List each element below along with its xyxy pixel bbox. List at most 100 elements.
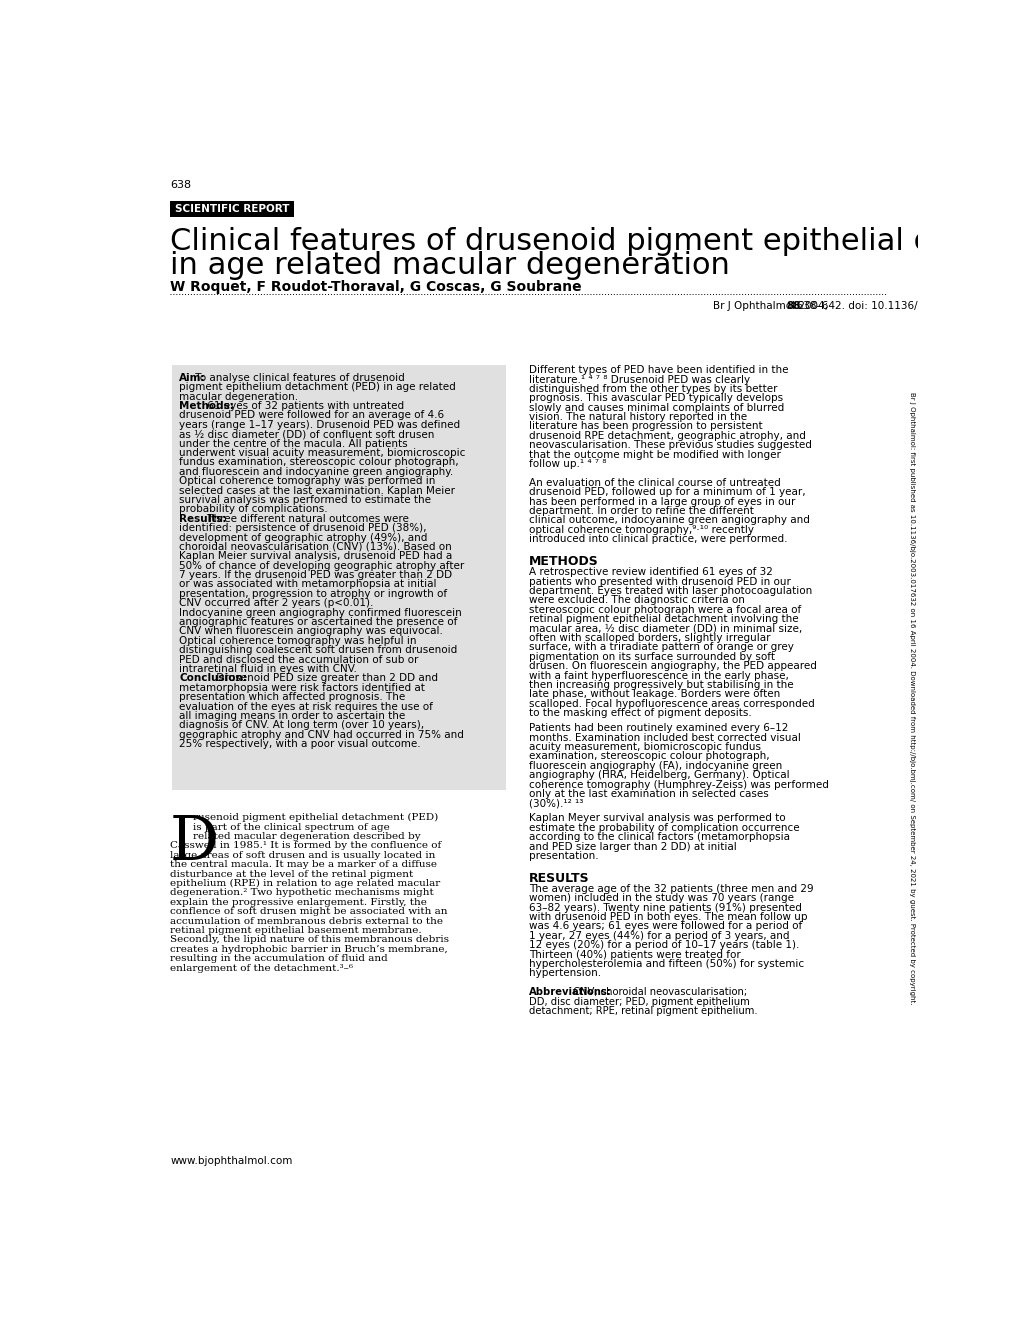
Text: geographic atrophy and CNV had occurred in 75% and: geographic atrophy and CNV had occurred … bbox=[179, 730, 464, 740]
Text: follow up.¹ ⁴ ⁷ ⁸: follow up.¹ ⁴ ⁷ ⁸ bbox=[529, 459, 606, 470]
Text: hypertension.: hypertension. bbox=[529, 968, 600, 979]
Text: Kaplan Meyer survival analysis was performed to: Kaplan Meyer survival analysis was perfo… bbox=[529, 814, 785, 823]
Text: CNV when fluorescein angiography was equivocal.: CNV when fluorescein angiography was equ… bbox=[179, 627, 443, 636]
Text: then increasing progressively but stabilising in the: then increasing progressively but stabil… bbox=[529, 680, 793, 689]
Text: Abbreviations:: Abbreviations: bbox=[529, 987, 611, 998]
Text: diagnosis of CNV. At long term (over 10 years),: diagnosis of CNV. At long term (over 10 … bbox=[179, 721, 424, 730]
Text: 25% respectively, with a poor visual outcome.: 25% respectively, with a poor visual out… bbox=[179, 740, 421, 749]
Text: conflence of soft drusen might be associated with an: conflence of soft drusen might be associ… bbox=[170, 908, 447, 917]
Text: and PED size larger than 2 DD) at initial: and PED size larger than 2 DD) at initia… bbox=[529, 841, 736, 852]
Text: development of geographic atrophy (49%), and: development of geographic atrophy (49%),… bbox=[179, 533, 427, 542]
Text: presentation which affected prognosis. The: presentation which affected prognosis. T… bbox=[179, 692, 406, 703]
Text: neovascularisation. These previous studies suggested: neovascularisation. These previous studi… bbox=[529, 441, 811, 450]
Text: clinical outcome, indocyanine green angiography and: clinical outcome, indocyanine green angi… bbox=[529, 516, 809, 525]
Text: Drusenoid PED size greater than 2 DD and: Drusenoid PED size greater than 2 DD and bbox=[213, 673, 437, 684]
Text: drusenoid PED were followed for an average of 4.6: drusenoid PED were followed for an avera… bbox=[179, 410, 444, 421]
Text: choroidal neovascularisation (CNV) (13%). Based on: choroidal neovascularisation (CNV) (13%)… bbox=[179, 542, 451, 552]
Text: that the outcome might be modified with longer: that the outcome might be modified with … bbox=[529, 450, 781, 459]
Text: angiography (HRA, Heidelberg, Germany). Optical: angiography (HRA, Heidelberg, Germany). … bbox=[529, 770, 789, 781]
Text: women) included in the study was 70 years (range: women) included in the study was 70 year… bbox=[529, 893, 793, 904]
Text: pigment epithelium detachment (PED) in age related: pigment epithelium detachment (PED) in a… bbox=[179, 382, 455, 392]
Bar bbox=[170, 201, 293, 217]
Text: intraretinal fluid in eyes with CNV.: intraretinal fluid in eyes with CNV. bbox=[179, 664, 357, 673]
Text: has been performed in a large group of eyes in our: has been performed in a large group of e… bbox=[529, 496, 795, 507]
Text: Methods:: Methods: bbox=[179, 401, 234, 411]
Text: examination, stereoscopic colour photograph,: examination, stereoscopic colour photogr… bbox=[529, 751, 768, 761]
Text: detachment; RPE, retinal pigment epithelium.: detachment; RPE, retinal pigment epithel… bbox=[529, 1005, 757, 1016]
Text: or was associated with metamorphopsia at initial: or was associated with metamorphopsia at… bbox=[179, 579, 436, 590]
Text: months. Examination included best corrected visual: months. Examination included best correc… bbox=[529, 733, 800, 742]
Text: with a faint hyperfluorescence in the early phase,: with a faint hyperfluorescence in the ea… bbox=[529, 671, 788, 680]
Text: Conclusion:: Conclusion: bbox=[179, 673, 248, 684]
Text: CNV, choroidal neovascularisation;: CNV, choroidal neovascularisation; bbox=[569, 987, 746, 998]
Text: degeneration.² Two hypothetic mechanisms might: degeneration.² Two hypothetic mechanisms… bbox=[170, 889, 433, 897]
Text: An evaluation of the clinical course of untreated: An evaluation of the clinical course of … bbox=[529, 478, 780, 488]
Text: RESULTS: RESULTS bbox=[529, 872, 589, 885]
Text: macular degeneration.: macular degeneration. bbox=[179, 392, 299, 402]
Text: 1 year, 27 eyes (44%) for a period of 3 years, and: 1 year, 27 eyes (44%) for a period of 3 … bbox=[529, 931, 789, 941]
Text: 50% of chance of developing geographic atrophy after: 50% of chance of developing geographic a… bbox=[179, 561, 465, 570]
Text: drusenoid PED, followed up for a minimum of 1 year,: drusenoid PED, followed up for a minimum… bbox=[529, 487, 805, 497]
Text: introduced into clinical practice, were performed.: introduced into clinical practice, were … bbox=[529, 534, 787, 544]
Text: years (range 1–17 years). Drusenoid PED was defined: years (range 1–17 years). Drusenoid PED … bbox=[179, 419, 461, 430]
Text: in age related macular degeneration: in age related macular degeneration bbox=[170, 251, 730, 280]
Text: optical coherence tomography,⁹·¹⁰ recently: optical coherence tomography,⁹·¹⁰ recent… bbox=[529, 525, 753, 534]
Text: The average age of the 32 patients (three men and 29: The average age of the 32 patients (thre… bbox=[529, 884, 813, 894]
Text: scalloped. Focal hypofluorescence areas corresponded: scalloped. Focal hypofluorescence areas … bbox=[529, 699, 814, 709]
Text: drusenoid RPE detachment, geographic atrophy, and: drusenoid RPE detachment, geographic atr… bbox=[529, 431, 805, 441]
Text: fundus examination, stereoscopic colour photograph,: fundus examination, stereoscopic colour … bbox=[179, 458, 459, 467]
Text: and fluorescein and indocyanine green angiography.: and fluorescein and indocyanine green an… bbox=[179, 467, 453, 476]
Text: Casswell in 1985.¹ It is formed by the confluence of: Casswell in 1985.¹ It is formed by the c… bbox=[170, 841, 441, 851]
Text: metamorphopsia were risk factors identified at: metamorphopsia were risk factors identif… bbox=[179, 683, 425, 693]
Text: is part of the clinical spectrum of age: is part of the clinical spectrum of age bbox=[194, 823, 389, 832]
Text: according to the clinical factors (metamorphopsia: according to the clinical factors (metam… bbox=[529, 832, 789, 843]
Text: vision. The natural history reported in the: vision. The natural history reported in … bbox=[529, 411, 746, 422]
Text: disturbance at the level of the retinal pigment: disturbance at the level of the retinal … bbox=[170, 869, 413, 878]
Text: were excluded. The diagnostic criteria on: were excluded. The diagnostic criteria o… bbox=[529, 595, 744, 606]
Text: presentation, progression to atrophy or ingrowth of: presentation, progression to atrophy or … bbox=[179, 589, 447, 599]
Text: METHODS: METHODS bbox=[529, 554, 598, 568]
Text: distinguished from the other types by its better: distinguished from the other types by it… bbox=[529, 384, 776, 394]
Text: patients who presented with drusenoid PED in our: patients who presented with drusenoid PE… bbox=[529, 577, 790, 586]
Text: fluorescein angiography (FA), indocyanine green: fluorescein angiography (FA), indocyanin… bbox=[529, 761, 782, 771]
Text: D: D bbox=[170, 814, 219, 873]
Bar bbox=[171, 365, 505, 790]
Text: 12 eyes (20%) for a period of 10–17 years (table 1).: 12 eyes (20%) for a period of 10–17 year… bbox=[529, 941, 799, 950]
Text: only at the last examination in selected cases: only at the last examination in selected… bbox=[529, 789, 768, 799]
Text: Indocyanine green angiography confirmed fluorescein: Indocyanine green angiography confirmed … bbox=[179, 607, 462, 618]
Text: to the masking effect of pigment deposits.: to the masking effect of pigment deposit… bbox=[529, 708, 751, 718]
Text: 61 eyes of 32 patients with untreated: 61 eyes of 32 patients with untreated bbox=[204, 401, 404, 411]
Text: www.bjophthalmol.com: www.bjophthalmol.com bbox=[170, 1156, 292, 1166]
Text: 7 years. If the drusenoid PED was greater than 2 DD: 7 years. If the drusenoid PED was greate… bbox=[179, 570, 452, 579]
Text: resulting in the accumulation of fluid and: resulting in the accumulation of fluid a… bbox=[170, 954, 387, 963]
Text: (30%).¹² ¹³: (30%).¹² ¹³ bbox=[529, 798, 583, 808]
Text: under the centre of the macula. All patients: under the centre of the macula. All pati… bbox=[179, 439, 408, 448]
Text: 88: 88 bbox=[786, 302, 800, 311]
Text: large areas of soft drusen and is usually located in: large areas of soft drusen and is usuall… bbox=[170, 851, 435, 860]
Text: macular area, ½ disc diameter (DD) in minimal size,: macular area, ½ disc diameter (DD) in mi… bbox=[529, 623, 801, 634]
Text: 63–82 years). Twenty nine patients (91%) presented: 63–82 years). Twenty nine patients (91%)… bbox=[529, 902, 801, 913]
Text: retinal pigment epithelial detachment involving the: retinal pigment epithelial detachment in… bbox=[529, 614, 798, 624]
Text: literature.¹ ⁴ ⁷ ⁸ Drusenoid PED was clearly: literature.¹ ⁴ ⁷ ⁸ Drusenoid PED was cle… bbox=[529, 374, 749, 385]
Text: estimate the probability of complication occurrence: estimate the probability of complication… bbox=[529, 823, 799, 832]
Text: Aim:: Aim: bbox=[179, 373, 206, 382]
Text: explain the progressive enlargement. Firstly, the: explain the progressive enlargement. Fir… bbox=[170, 898, 427, 906]
Text: SCIENTIFIC REPORT: SCIENTIFIC REPORT bbox=[174, 204, 289, 214]
Text: W Roquet, F Roudot-Thoraval, G Coscas, G Soubrane: W Roquet, F Roudot-Thoraval, G Coscas, G… bbox=[170, 280, 581, 295]
Text: Br J Ophthalmol 2004;: Br J Ophthalmol 2004; bbox=[712, 302, 827, 311]
Text: Br J Ophthalmol: first published as 10.1136/bjo.2003.017632 on 16 April 2004. Do: Br J Ophthalmol: first published as 10.1… bbox=[908, 392, 914, 1004]
Text: evaluation of the eyes at risk requires the use of: evaluation of the eyes at risk requires … bbox=[179, 701, 433, 712]
Text: To analyse clinical features of drusenoid: To analyse clinical features of drusenoi… bbox=[192, 373, 404, 382]
Text: enlargement of the detachment.³–⁶: enlargement of the detachment.³–⁶ bbox=[170, 963, 353, 972]
Text: survival analysis was performed to estimate the: survival analysis was performed to estim… bbox=[179, 495, 431, 505]
Text: 638: 638 bbox=[170, 180, 192, 191]
Text: department. In order to refine the different: department. In order to refine the diffe… bbox=[529, 505, 753, 516]
Text: retinal pigment epithelial basement membrane.: retinal pigment epithelial basement memb… bbox=[170, 926, 421, 935]
Text: Optical coherence tomography was performed in: Optical coherence tomography was perform… bbox=[179, 476, 435, 486]
Text: epithelium (RPE) in relation to age related macular: epithelium (RPE) in relation to age rela… bbox=[170, 878, 440, 888]
Text: drusen. On fluorescein angiography, the PED appeared: drusen. On fluorescein angiography, the … bbox=[529, 662, 816, 671]
Text: A retrospective review identified 61 eyes of 32: A retrospective review identified 61 eye… bbox=[529, 568, 772, 577]
Text: prognosis. This avascular PED typically develops: prognosis. This avascular PED typically … bbox=[529, 393, 783, 404]
Text: literature has been progression to persistent: literature has been progression to persi… bbox=[529, 422, 762, 431]
Text: :638–642. doi: 10.1136/bjo.2003.017632: :638–642. doi: 10.1136/bjo.2003.017632 bbox=[793, 302, 1006, 311]
